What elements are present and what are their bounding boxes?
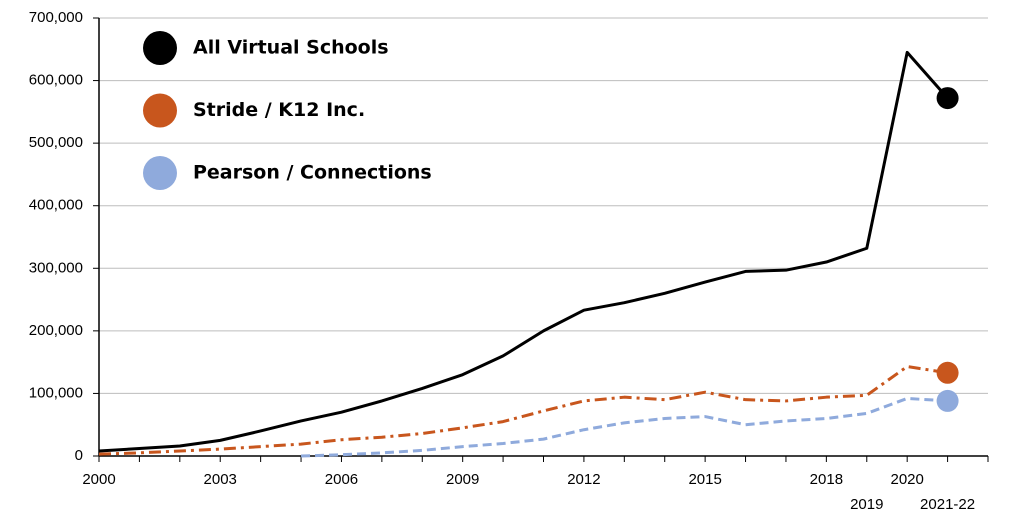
x-tick-label: 2000 xyxy=(82,471,115,488)
x-tick-label: 2003 xyxy=(204,471,237,488)
legend-label: Stride / K12 Inc. xyxy=(193,99,365,121)
series-line xyxy=(98,365,948,456)
y-tick-label: 300,000 xyxy=(29,259,83,276)
y-tick-label: 0 xyxy=(75,447,83,464)
y-tick-label: 400,000 xyxy=(29,197,83,214)
x-tick-label: 2021-22 xyxy=(920,496,975,513)
legend-label: All Virtual Schools xyxy=(193,37,389,59)
x-tick-label: 2012 xyxy=(567,471,600,488)
x-tick-label: 2019 xyxy=(850,496,883,513)
y-tick-label: 700,000 xyxy=(29,9,83,26)
x-tick-label: 2018 xyxy=(810,471,843,488)
x-tick-label: 2009 xyxy=(446,471,479,488)
y-tick-label: 500,000 xyxy=(29,134,83,151)
y-tick-label: 600,000 xyxy=(29,72,83,89)
series-line xyxy=(98,50,949,453)
legend-marker xyxy=(143,31,177,65)
end-marker xyxy=(936,389,959,412)
x-tick-label: 2015 xyxy=(688,471,721,488)
end-marker xyxy=(936,361,959,384)
legend-marker xyxy=(143,93,177,128)
y-tick-label: 100,000 xyxy=(29,384,83,401)
y-tick-label: 200,000 xyxy=(29,322,83,339)
legend-label: Pearson / Connections xyxy=(193,162,432,184)
x-tick-label: 2020 xyxy=(890,471,923,488)
legend-marker xyxy=(143,156,177,190)
end-marker xyxy=(936,87,959,110)
series-line xyxy=(300,396,948,458)
x-tick-label: 2006 xyxy=(325,471,358,488)
